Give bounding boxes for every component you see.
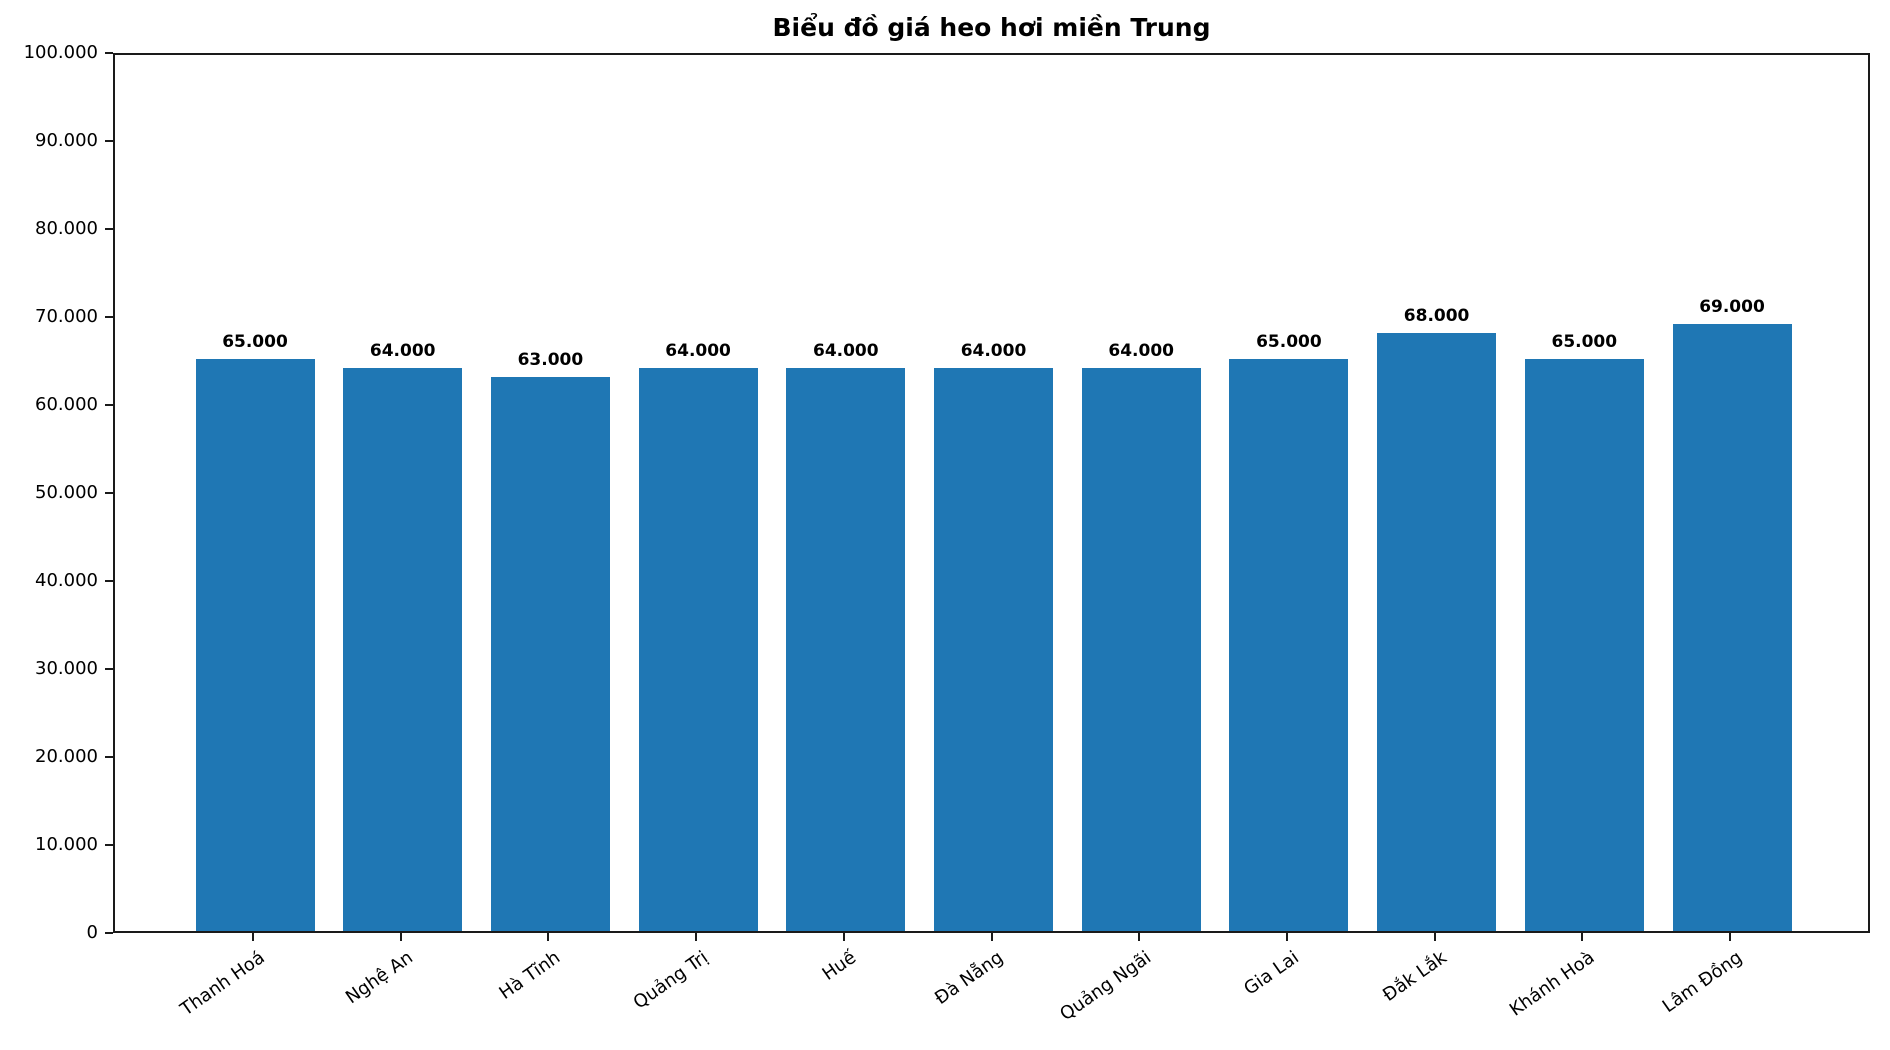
bar-value-label-5: 64.000 [960,340,1027,361]
y-tick-label-10: 100.000 [23,42,98,63]
x-tick-mark-6 [1138,933,1141,941]
y-tick-label-1: 10.000 [35,834,98,855]
y-tick-mark-1 [105,844,113,846]
bar-8 [1377,332,1497,931]
x-tick-mark-2 [547,933,550,941]
x-tick-mark-5 [990,933,993,941]
bar-4 [786,367,906,931]
bar-9 [1524,359,1644,931]
y-tick-label-9: 90.000 [35,130,98,151]
y-tick-mark-7 [105,316,113,318]
y-tick-label-8: 80.000 [35,218,98,239]
y-tick-mark-10 [105,52,113,54]
y-tick-mark-3 [105,668,113,670]
bar-7 [1229,359,1349,931]
bar-value-label-4: 64.000 [812,340,879,361]
bar-value-label-3: 64.000 [665,340,731,361]
y-tick-mark-6 [105,404,113,406]
bar-0 [195,359,315,931]
bar-value-label-10: 69.000 [1699,296,1765,317]
chart-title: Biểu đồ giá heo hơi miền Trung [772,13,1211,42]
y-tick-label-5: 50.000 [35,482,98,503]
y-tick-label-4: 40.000 [35,570,98,591]
x-tick-label-1: Nghệ An [341,947,417,1009]
x-tick-label-2: Hà Tĩnh [495,947,565,1004]
bar-value-label-8: 68.000 [1403,305,1470,326]
x-tick-mark-7 [1285,933,1288,941]
y-tick-mark-9 [105,140,113,142]
plot-area: 65.000 64.000 63.000 64.000 64.000 64.000 64.0… [113,53,1870,933]
y-tick-mark-0 [105,932,113,934]
y-tick-label-0: 0 [86,922,98,943]
x-tick-mark-4 [842,933,845,941]
x-tick-mark-9 [1581,933,1584,941]
x-tick-label-5: Đà Nẵng [931,947,1008,1009]
bar-value-label-1: 64.000 [369,340,436,361]
bar-5 [934,367,1053,931]
x-tick-label-0: Thanh Hoá [177,947,270,1021]
x-tick-label-8: Đắk Lắk [1379,947,1451,1006]
bar-value-label-0: 65.000 [222,332,288,352]
x-tick-label-6: Quảng Ngãi [1056,947,1156,1026]
x-tick-label-3: Quảng Trị [629,947,713,1014]
bar-1 [343,367,463,931]
bar-value-label-2: 63.000 [517,349,584,370]
bar-value-label-9: 65.000 [1551,332,1618,352]
y-tick-label-3: 30.000 [35,658,98,679]
x-tick-mark-1 [399,933,402,941]
y-tick-mark-2 [105,756,113,758]
x-tick-label-9: Khánh Hoà [1505,947,1599,1021]
y-tick-mark-5 [105,492,113,494]
x-tick-mark-8 [1433,933,1436,941]
x-tick-mark-3 [695,933,698,941]
bar-6 [1081,367,1201,931]
x-tick-mark-10 [1729,933,1731,941]
y-tick-mark-4 [105,580,113,582]
bar-value-label-7: 65.000 [1256,332,1322,352]
bar-10 [1672,323,1792,931]
x-tick-label-10: Lâm Đồng [1658,947,1747,1018]
y-tick-label-2: 20.000 [35,746,98,767]
x-tick-label-4: Huế [818,947,860,985]
y-tick-label-7: 70.000 [35,306,98,327]
bar-value-label-6: 64.000 [1108,340,1174,361]
y-tick-label-6: 60.000 [35,394,98,415]
x-tick-mark-0 [252,933,254,941]
bar-2 [490,376,610,931]
x-tick-label-7: Gia Lai [1240,947,1303,1000]
bar-3 [638,367,758,931]
y-tick-mark-8 [105,228,113,230]
